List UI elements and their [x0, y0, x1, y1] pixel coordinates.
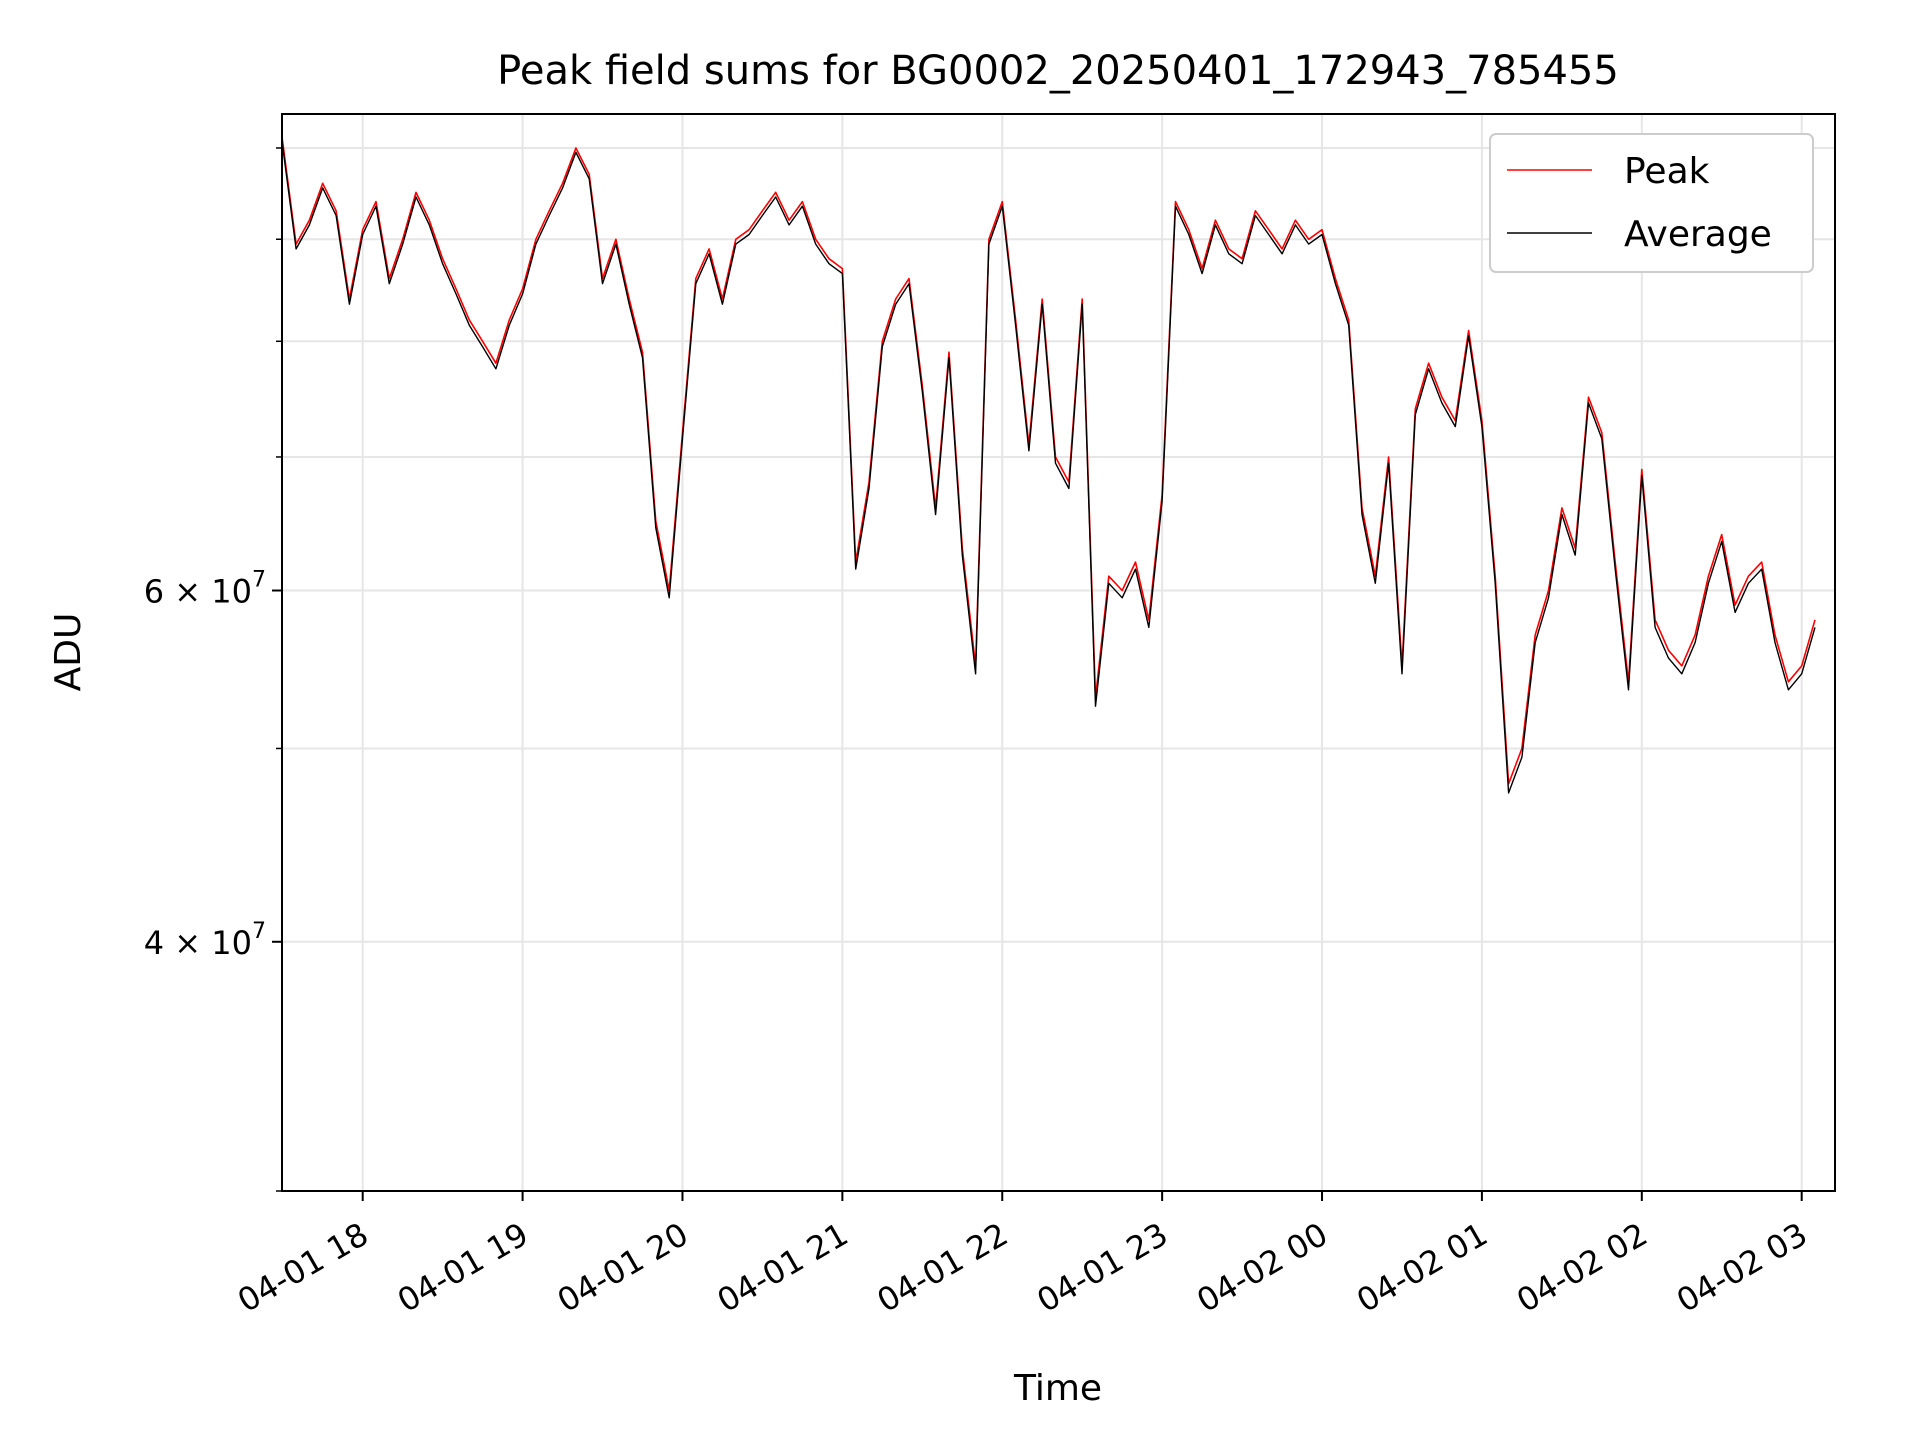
chart-title: Peak field sums for BG0002_20250401_1729… — [497, 48, 1619, 94]
legend-label-peak: Peak — [1624, 151, 1710, 192]
x-axis-label: Time — [1013, 1368, 1102, 1409]
y-axis: 4 × 107 6 × 107 — [144, 147, 282, 1192]
y-tick-label: 4 × 107 — [144, 919, 266, 962]
y-tick-label: 6 × 107 — [144, 568, 266, 611]
plot-area — [282, 130, 1816, 794]
axes-frame — [281, 113, 1836, 1192]
legend: Peak Average — [1489, 133, 1814, 273]
y-axis-label: ADU — [48, 613, 89, 692]
legend-box — [1489, 133, 1814, 273]
series-line-average — [282, 135, 1816, 794]
legend-label-average: Average — [1624, 214, 1772, 255]
